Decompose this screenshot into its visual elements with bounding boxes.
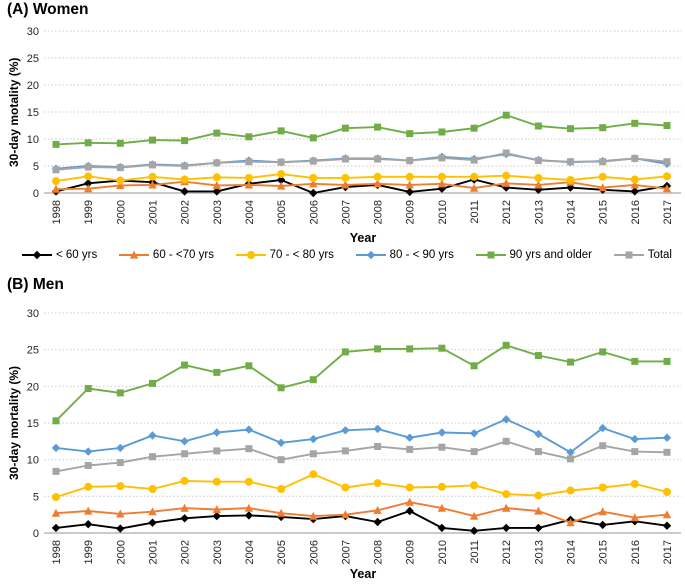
svg-text:1999: 1999 <box>83 200 95 224</box>
series-4-square <box>52 111 671 148</box>
svg-text:30: 30 <box>27 308 39 320</box>
svg-text:2000: 2000 <box>115 540 127 564</box>
svg-text:2012: 2012 <box>501 200 513 224</box>
legend-label: 70 - < 80 yrs <box>269 249 334 261</box>
svg-text:20: 20 <box>27 80 39 92</box>
svg-text:2017: 2017 <box>662 200 674 224</box>
gridlines <box>44 30 681 167</box>
x-tick-labels: 1998 1999 2000 2001 2002 2003 2004 2005 2006 2007… <box>51 200 674 224</box>
svg-text:15: 15 <box>27 418 39 430</box>
svg-text:0: 0 <box>33 188 39 200</box>
panel-a-plot: 0 5 10 15 20 25 30 1998 1999 2000 2001 2002 2003 2004… <box>27 26 681 224</box>
svg-text:2016: 2016 <box>630 200 642 224</box>
series-1-triangle <box>51 497 672 527</box>
svg-text:15: 15 <box>27 107 39 119</box>
legend-diamond-marker-icon <box>22 250 52 260</box>
svg-text:1998: 1998 <box>51 540 63 564</box>
y-tick-labels: 0 5 10 15 20 25 30 <box>27 308 39 540</box>
series-5-square <box>52 437 671 475</box>
svg-text:2007: 2007 <box>340 540 352 564</box>
svg-text:2006: 2006 <box>308 200 320 224</box>
legend-item-5: Total <box>613 249 672 261</box>
legend-item-3: 80 - < 90 yrs <box>355 249 454 261</box>
legend: < 60 yrs 60 - <70 yrs 70 - < 80 yrs 80 - < … <box>22 247 672 263</box>
svg-text:2013: 2013 <box>533 200 545 224</box>
y-tick-labels: 0 5 10 15 20 25 30 <box>27 26 39 200</box>
panel-a-x-axis-title: Year <box>349 231 377 245</box>
svg-text:2005: 2005 <box>276 200 288 224</box>
series-3-diamond <box>51 415 672 457</box>
svg-text:10: 10 <box>27 134 39 146</box>
panel-a-title: (A) Women <box>7 1 89 18</box>
svg-text:2015: 2015 <box>598 540 610 564</box>
svg-text:2010: 2010 <box>437 540 449 564</box>
legend-item-1: 60 - <70 yrs <box>118 249 214 261</box>
svg-text:2010: 2010 <box>437 200 449 224</box>
svg-text:2008: 2008 <box>373 200 385 224</box>
legend-square-marker-icon <box>613 251 644 259</box>
svg-text:25: 25 <box>27 345 39 357</box>
svg-text:20: 20 <box>27 381 39 393</box>
svg-text:2014: 2014 <box>566 540 578 564</box>
svg-text:5: 5 <box>33 161 39 173</box>
legend-triangle-marker-icon <box>118 250 149 259</box>
series-4-square <box>52 341 671 425</box>
svg-text:2003: 2003 <box>212 540 224 564</box>
svg-text:2011: 2011 <box>469 200 481 224</box>
svg-text:2012: 2012 <box>501 540 513 564</box>
panel-b-x-axis-title: Year <box>349 567 377 581</box>
svg-text:25: 25 <box>27 53 39 65</box>
svg-text:2003: 2003 <box>212 200 224 224</box>
legend-circle-marker-icon <box>235 251 266 259</box>
gridlines <box>44 312 681 497</box>
legend-item-4: 90 yrs and older <box>475 249 592 261</box>
legend-label: 80 - < 90 yrs <box>389 249 454 261</box>
svg-text:1998: 1998 <box>51 200 63 224</box>
svg-text:2005: 2005 <box>276 540 288 564</box>
legend-label: Total <box>647 249 672 261</box>
svg-text:2002: 2002 <box>180 540 192 564</box>
svg-text:2009: 2009 <box>405 200 417 224</box>
legend-diamond-marker-icon <box>355 250 386 260</box>
svg-text:30: 30 <box>27 26 39 38</box>
svg-text:2011: 2011 <box>469 540 481 564</box>
legend-square-marker-icon <box>475 251 506 259</box>
legend-item-2: 70 - < 80 yrs <box>235 249 334 261</box>
panel-b-title: (B) Men <box>7 276 64 293</box>
svg-text:2017: 2017 <box>662 540 674 564</box>
svg-text:2004: 2004 <box>244 540 256 564</box>
x-tick-labels: 1998 1999 2000 2001 2002 2003 2004 2005 2006 2007… <box>51 540 674 564</box>
svg-text:0: 0 <box>33 528 39 540</box>
svg-text:5: 5 <box>33 491 39 503</box>
svg-text:2000: 2000 <box>115 200 127 224</box>
panel-b-plot: 0 5 10 15 20 25 30 1998 1999 2000 2001 2002 2003 2004… <box>27 308 681 564</box>
series-5-square <box>52 149 671 174</box>
svg-text:2006: 2006 <box>308 540 320 564</box>
legend-item-0: < 60 yrs <box>22 249 97 261</box>
svg-text:2009: 2009 <box>405 540 417 564</box>
legend-label: 60 - <70 yrs <box>152 249 214 261</box>
svg-text:2001: 2001 <box>148 540 160 564</box>
svg-text:2016: 2016 <box>630 540 642 564</box>
svg-text:10: 10 <box>27 455 39 467</box>
svg-text:1999: 1999 <box>83 540 95 564</box>
series-2-circle <box>52 170 671 186</box>
svg-text:2015: 2015 <box>598 200 610 224</box>
svg-text:2007: 2007 <box>340 200 352 224</box>
legend-label: 90 yrs and older <box>509 249 592 261</box>
svg-text:2013: 2013 <box>533 540 545 564</box>
svg-text:2001: 2001 <box>148 200 160 224</box>
legend-label: < 60 yrs <box>56 249 98 261</box>
svg-text:2004: 2004 <box>244 200 256 224</box>
series-2-circle <box>52 470 671 502</box>
svg-text:2002: 2002 <box>180 200 192 224</box>
svg-text:2008: 2008 <box>373 540 385 564</box>
svg-text:2014: 2014 <box>566 200 578 224</box>
